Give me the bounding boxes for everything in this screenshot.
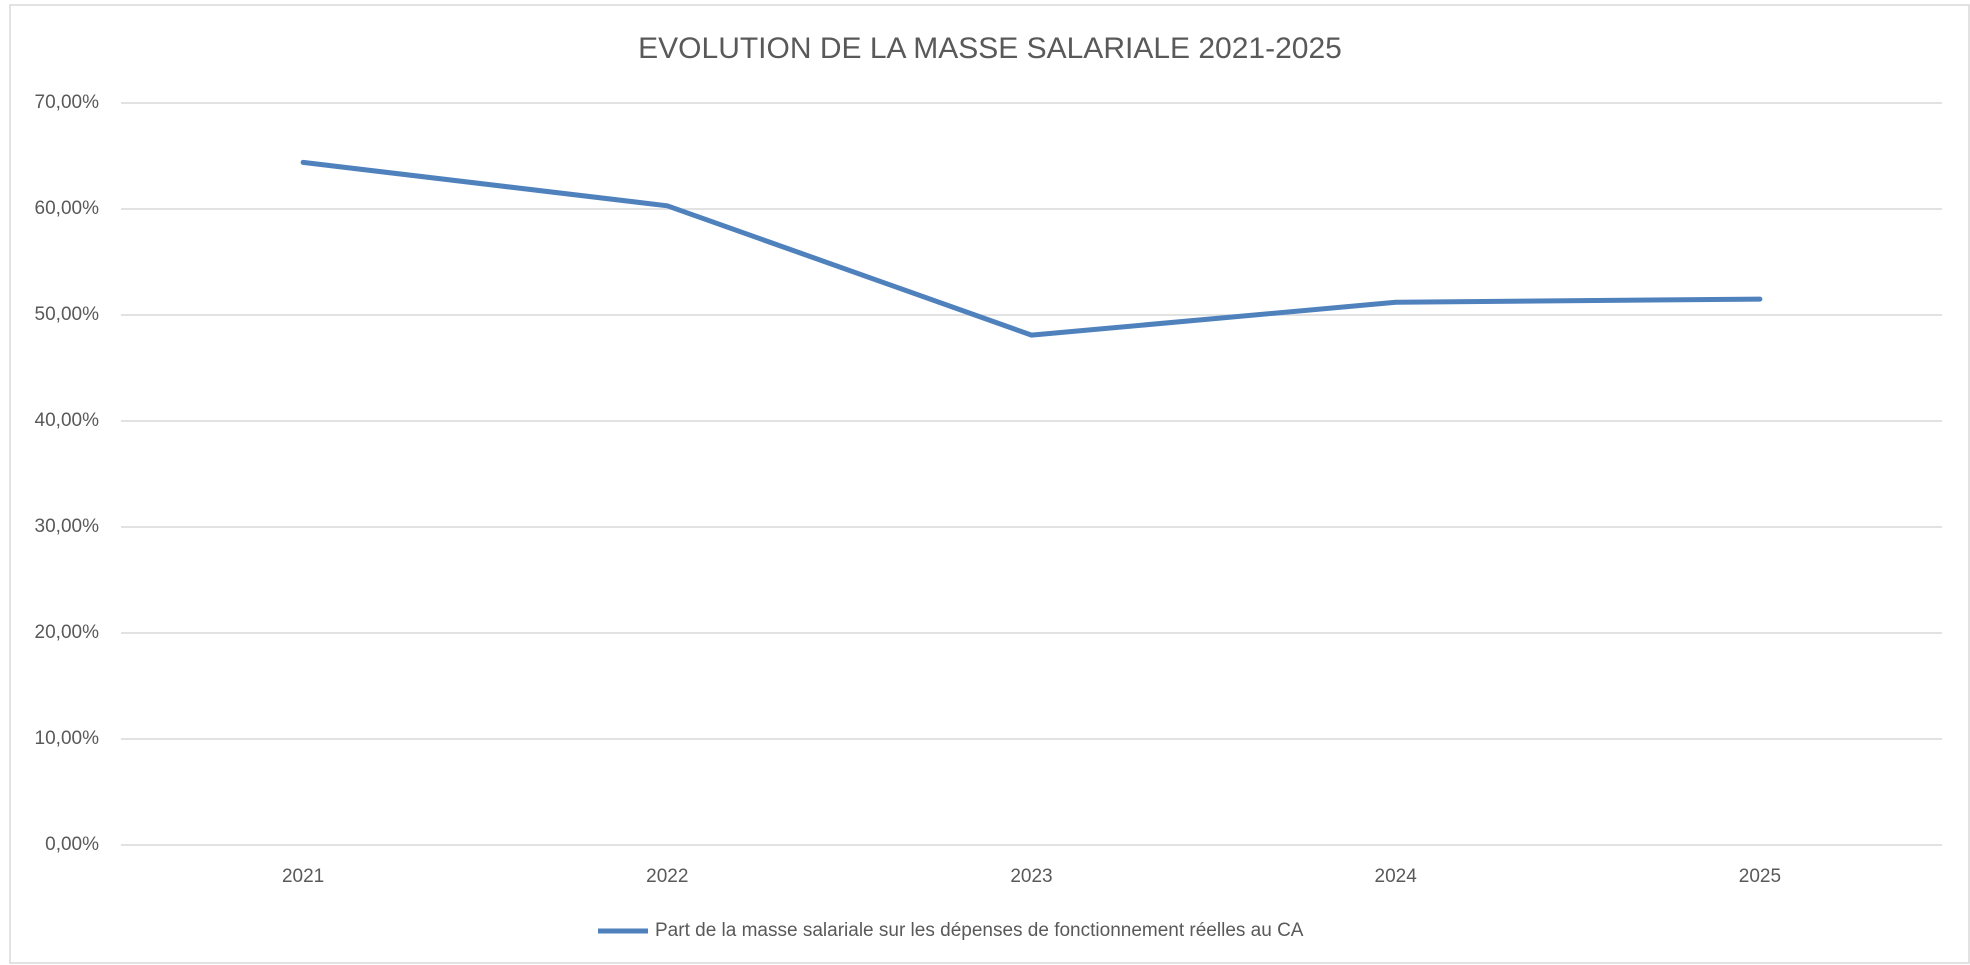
y-tick-label: 70,00% (35, 92, 100, 113)
legend-label: Part de la masse salariale sur les dépen… (655, 920, 1304, 941)
chart-title: EVOLUTION DE LA MASSE SALARIALE 2021-202… (638, 32, 1342, 65)
x-tick-label: 2023 (1010, 866, 1052, 887)
line-series (300, 159, 1763, 338)
x-tick-label: 2025 (1739, 866, 1781, 887)
y-tick-label: 20,00% (35, 622, 100, 643)
y-tick-label: 40,00% (35, 410, 100, 431)
x-tick-label: 2021 (282, 866, 324, 887)
y-tick-label: 10,00% (35, 728, 100, 749)
y-tick-label: 50,00% (35, 304, 100, 325)
x-tick-label: 2024 (1375, 866, 1418, 887)
y-tick-label: 60,00% (35, 198, 100, 219)
x-tick-label: 2022 (646, 866, 688, 887)
chart-frame (9, 4, 1970, 964)
y-tick-label: 30,00% (35, 516, 100, 537)
y-tick-label: 0,00% (45, 834, 99, 855)
